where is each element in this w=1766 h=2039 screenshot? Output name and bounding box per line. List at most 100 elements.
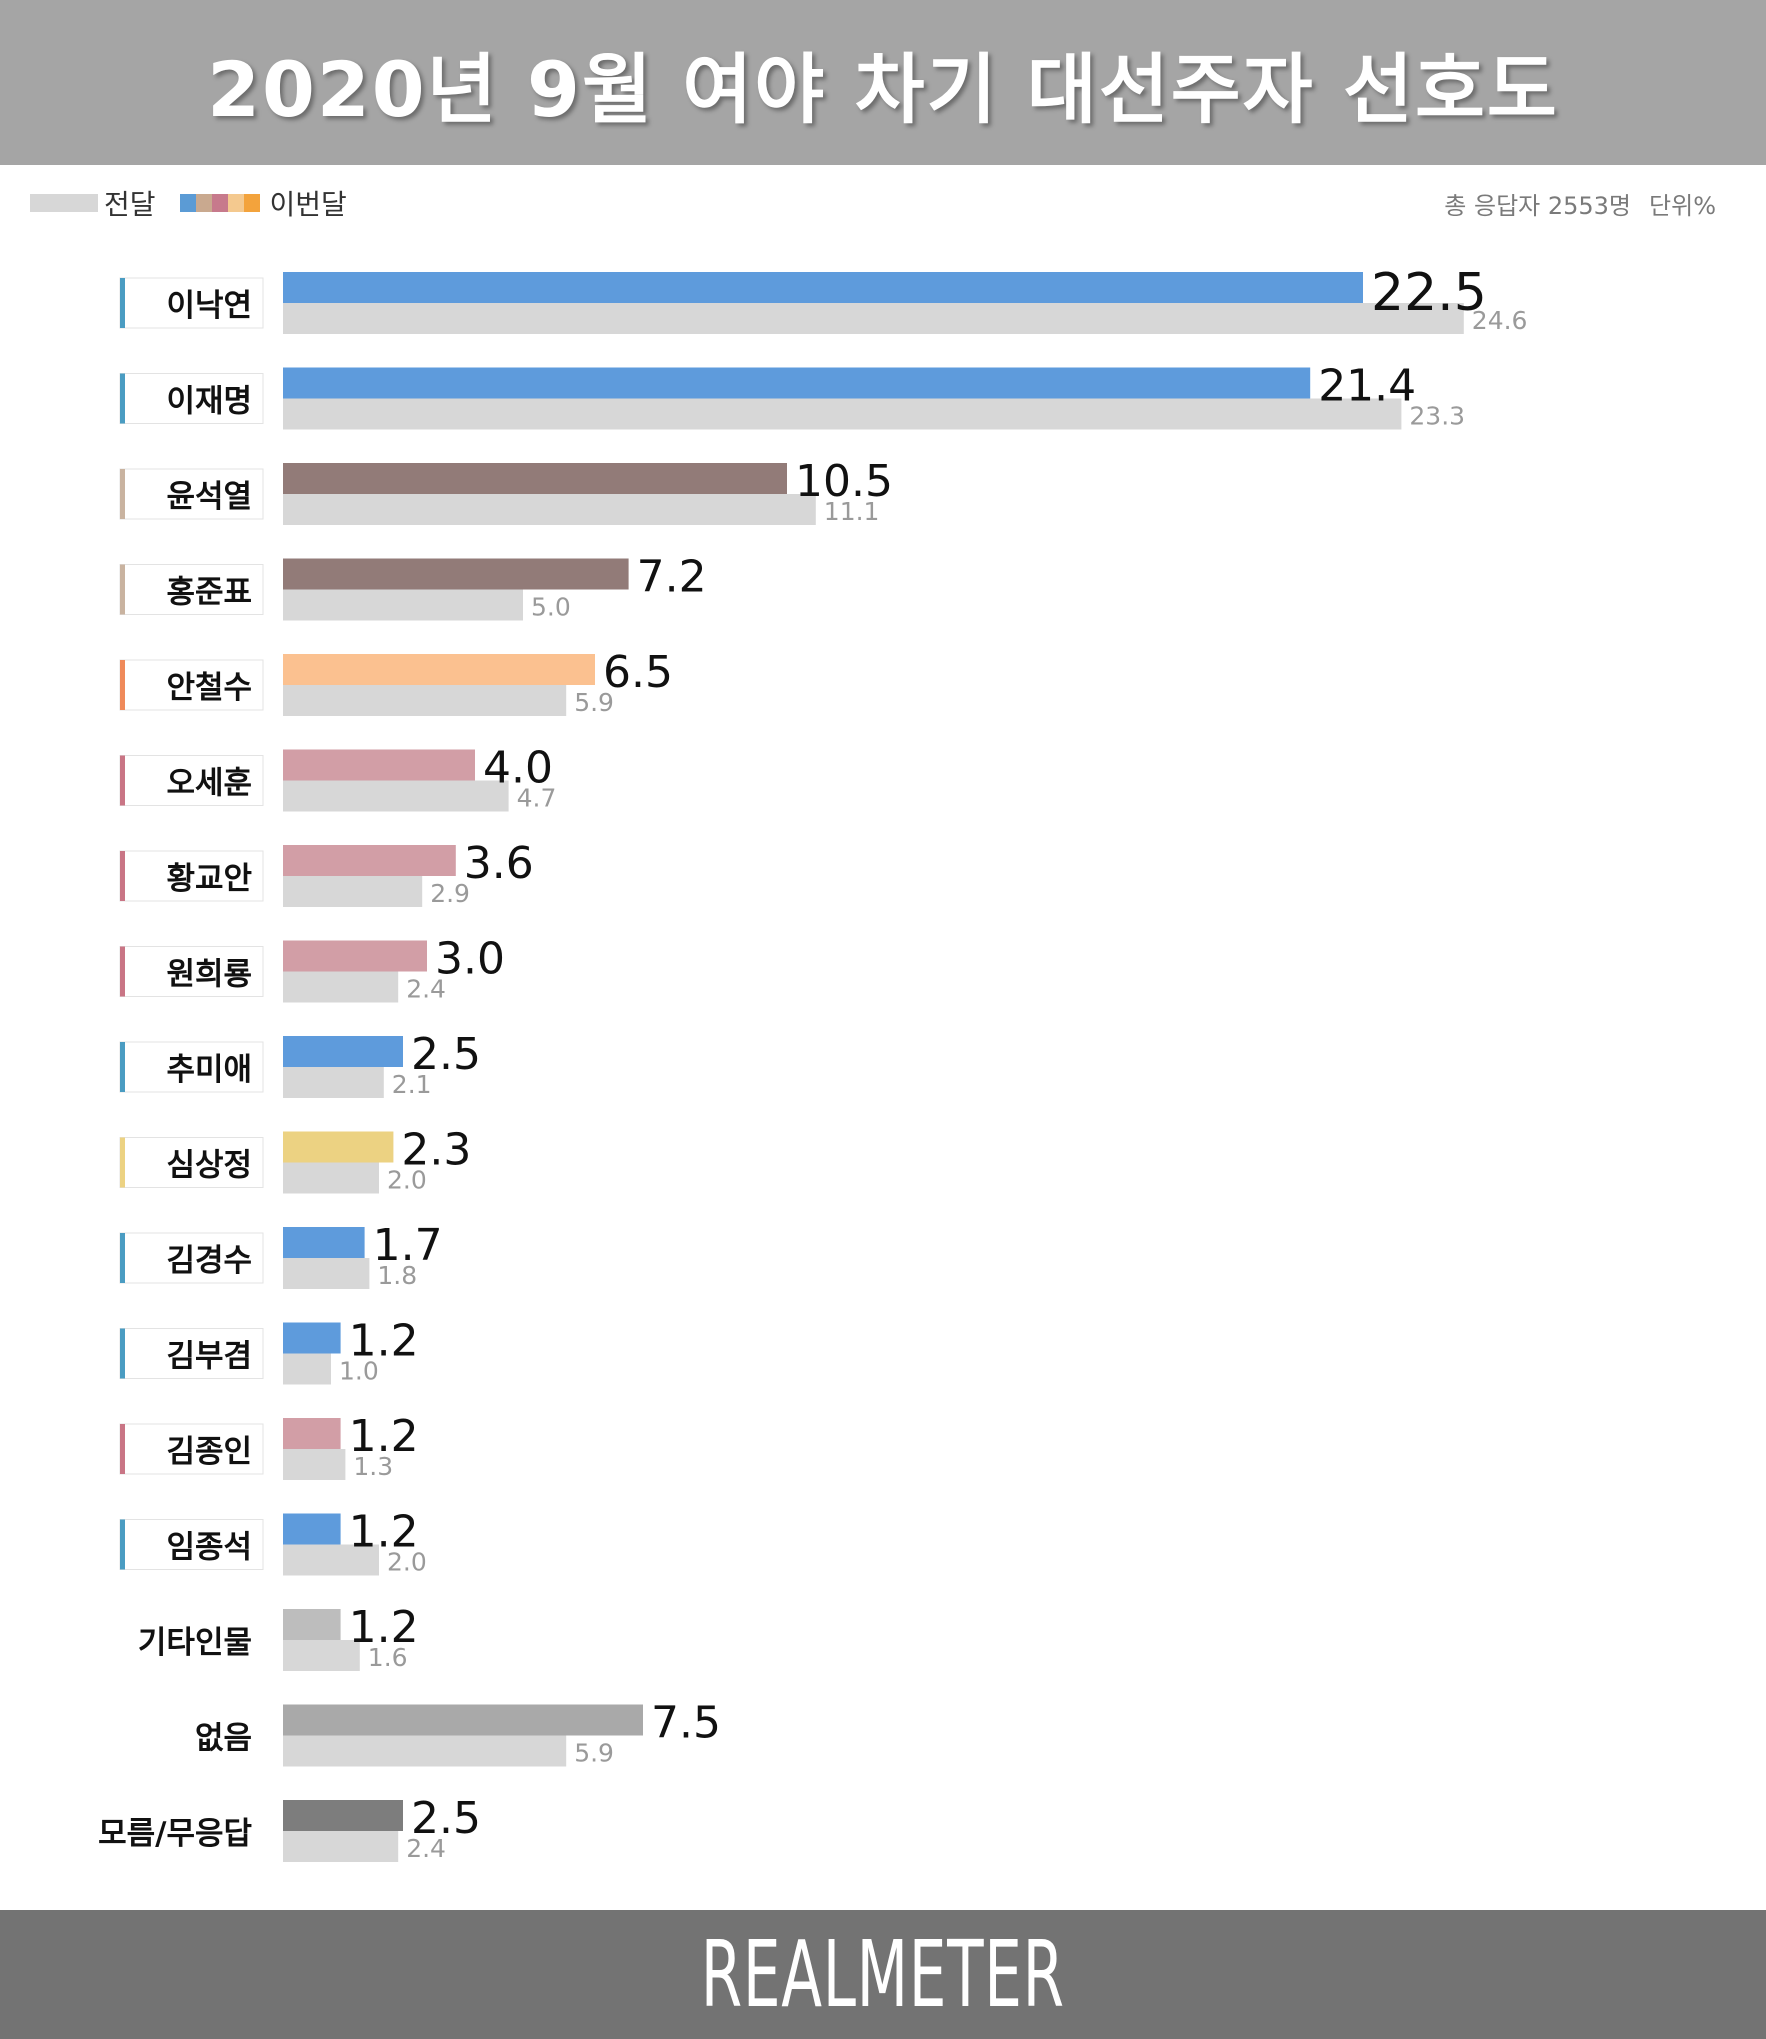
bar-previous xyxy=(283,1353,331,1385)
bar-previous xyxy=(283,494,816,525)
bar-previous xyxy=(283,1162,379,1194)
bar-previous xyxy=(283,1067,384,1098)
party-color-tag xyxy=(120,1424,125,1474)
value-current: 1.2 xyxy=(349,1602,419,1653)
value-current: 4.0 xyxy=(483,743,553,794)
value-current: 3.0 xyxy=(435,934,505,985)
candidate-label: 기타인물 xyxy=(138,1625,252,1661)
value-current: 3.6 xyxy=(464,838,534,889)
candidate-label-box xyxy=(119,1519,264,1570)
value-previous: 1.6 xyxy=(368,1643,408,1672)
unit-label: 단위% xyxy=(1649,191,1716,220)
candidate-label-box xyxy=(119,1137,264,1188)
candidate-label-box xyxy=(119,946,264,997)
candidate-label: 이재명 xyxy=(166,384,252,420)
bar-current xyxy=(283,1322,341,1354)
legend-current-swatch-segment xyxy=(227,194,244,212)
legend-current-swatch-segment xyxy=(211,194,228,212)
title-bar: 2020년 9월 여야 차기 대선주자 선호도 xyxy=(0,0,1766,165)
party-color-tag xyxy=(120,660,125,710)
value-previous: 2.0 xyxy=(387,1166,427,1195)
candidate-label: 황교안 xyxy=(166,861,252,897)
legend-current-swatch-segment xyxy=(179,194,196,212)
value-previous: 2.4 xyxy=(406,975,446,1004)
bar-current xyxy=(283,1036,403,1067)
candidate-label: 이낙연 xyxy=(166,288,252,324)
bar-previous xyxy=(283,589,523,621)
bar-current xyxy=(283,1800,403,1831)
candidate-label: 임종석 xyxy=(166,1530,252,1566)
value-current: 10.5 xyxy=(795,456,893,507)
bar-current xyxy=(283,558,629,590)
value-previous: 2.9 xyxy=(430,879,470,908)
legend-current-swatch-segment xyxy=(243,194,260,212)
legend-previous-label: 전달 xyxy=(104,188,156,221)
candidate-label: 윤석열 xyxy=(166,479,252,515)
chart-title: 2020년 9월 여야 차기 대선주자 선호도 xyxy=(207,44,1559,134)
party-color-tag xyxy=(120,755,125,806)
party-color-tag xyxy=(120,851,125,901)
party-color-tag xyxy=(120,1042,125,1092)
bar-previous xyxy=(283,1831,399,1862)
candidate-label: 홍준표 xyxy=(166,575,252,611)
bar-previous xyxy=(283,1258,370,1289)
bar-previous xyxy=(283,876,423,907)
candidate-label-box xyxy=(119,850,264,902)
value-previous: 1.0 xyxy=(339,1357,379,1386)
value-previous: 2.4 xyxy=(406,1834,446,1863)
survey-meta: 총 응답자 2553명 단위% xyxy=(1444,186,1716,220)
candidate-label: 김부겸 xyxy=(166,1339,252,1375)
candidate-label: 심상정 xyxy=(166,1148,252,1184)
value-current: 2.3 xyxy=(401,1125,471,1176)
value-previous: 5.0 xyxy=(531,593,571,622)
candidate-label: 원희룡 xyxy=(166,957,252,993)
party-color-tag xyxy=(120,564,125,615)
candidate-label: 오세훈 xyxy=(166,766,252,802)
bar-current xyxy=(283,654,595,685)
candidate-label: 김종인 xyxy=(166,1434,252,1470)
value-previous: 5.9 xyxy=(574,688,614,717)
value-current: 1.7 xyxy=(373,1220,443,1271)
candidate-label: 모름/무응답 xyxy=(98,1816,252,1852)
bar-current xyxy=(283,272,1363,303)
bar-previous xyxy=(283,971,399,1003)
candidate-label-box xyxy=(119,755,264,806)
value-current: 2.5 xyxy=(411,1793,481,1844)
bar-previous xyxy=(283,303,1464,334)
value-previous: 24.6 xyxy=(1472,306,1528,335)
brand-logo: REALMETER xyxy=(701,1921,1065,2028)
legend-current-swatch xyxy=(179,194,260,212)
bar-previous xyxy=(283,1544,379,1576)
bar-current xyxy=(283,1418,341,1449)
bar-previous xyxy=(283,1449,346,1480)
party-color-tag xyxy=(120,946,125,997)
value-current: 7.5 xyxy=(651,1698,721,1749)
value-previous: 2.0 xyxy=(387,1548,427,1577)
party-color-tag xyxy=(120,1137,125,1188)
value-previous: 11.1 xyxy=(824,497,880,526)
value-current: 2.5 xyxy=(411,1029,481,1080)
footer-bar: REALMETER xyxy=(0,1910,1766,2039)
party-color-tag xyxy=(120,278,125,328)
value-current: 22.5 xyxy=(1371,263,1487,323)
party-color-tag xyxy=(120,469,125,519)
legend-current-swatch-segment xyxy=(195,194,212,212)
party-color-tag xyxy=(120,1328,125,1379)
bar-previous xyxy=(283,398,1402,430)
candidate-label: 안철수 xyxy=(166,670,252,706)
value-previous: 2.1 xyxy=(392,1070,432,1099)
value-current: 1.2 xyxy=(349,1411,419,1462)
candidate-label-box xyxy=(119,468,264,520)
bar-previous xyxy=(283,1735,567,1767)
bar-previous xyxy=(283,685,567,716)
value-previous: 1.8 xyxy=(377,1261,417,1290)
legend-current-label: 이번달 xyxy=(269,188,347,221)
legend: 전달 이번달 xyxy=(30,186,347,221)
bar-current xyxy=(283,1513,341,1545)
candidate-label-box xyxy=(119,1041,264,1093)
bar-current xyxy=(283,1227,365,1258)
value-previous: 23.3 xyxy=(1409,402,1465,431)
bar-current xyxy=(283,1609,341,1640)
candidate-label-box xyxy=(119,659,264,711)
